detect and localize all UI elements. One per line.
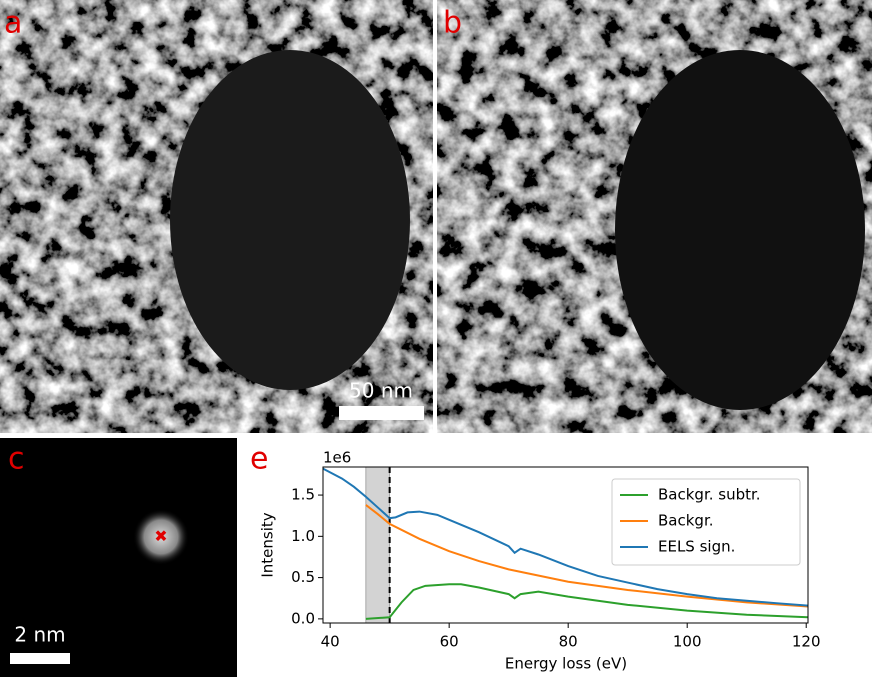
- panel-label: e: [250, 442, 268, 477]
- scale-bar: [339, 406, 424, 420]
- y-tick-label: 0.0: [291, 609, 315, 627]
- void: [615, 50, 865, 410]
- y-axis-label: Intensity: [259, 512, 277, 577]
- x-tick-label: 100: [673, 633, 702, 651]
- legend-label: Backgr. subtr.: [658, 486, 761, 504]
- series-line: [365, 504, 809, 608]
- panel-label: b: [443, 6, 462, 41]
- x-tick-label: 120: [792, 633, 821, 651]
- y-tick-label: 0.5: [291, 568, 315, 586]
- x-tick-label: 60: [440, 633, 459, 651]
- legend-box: [611, 478, 801, 566]
- scale-label: 50 nm: [349, 379, 413, 403]
- y-tick-label: 1.0: [291, 527, 315, 545]
- void: [170, 50, 410, 390]
- image-c: [0, 438, 237, 677]
- panel-label: c: [8, 442, 25, 477]
- series-line: [322, 467, 809, 607]
- x-tick-label: 40: [321, 633, 340, 651]
- x-axis-label: Energy loss (eV): [505, 655, 627, 673]
- marker: ✖: [154, 527, 167, 546]
- y-tick-label: 1.5: [291, 486, 315, 504]
- particle: [133, 509, 189, 565]
- scale-label: 2 nm: [14, 623, 65, 647]
- fit-window: [365, 466, 391, 624]
- scale-bar: [10, 653, 70, 664]
- legend-label: EELS sign.: [658, 538, 735, 556]
- panel-label: a: [4, 6, 22, 41]
- series-line: [365, 583, 809, 620]
- offset-text: 1e6: [323, 449, 351, 467]
- legend-label: Backgr.: [658, 512, 714, 530]
- plot-frame: [322, 466, 809, 624]
- x-tick-label: 80: [559, 633, 578, 651]
